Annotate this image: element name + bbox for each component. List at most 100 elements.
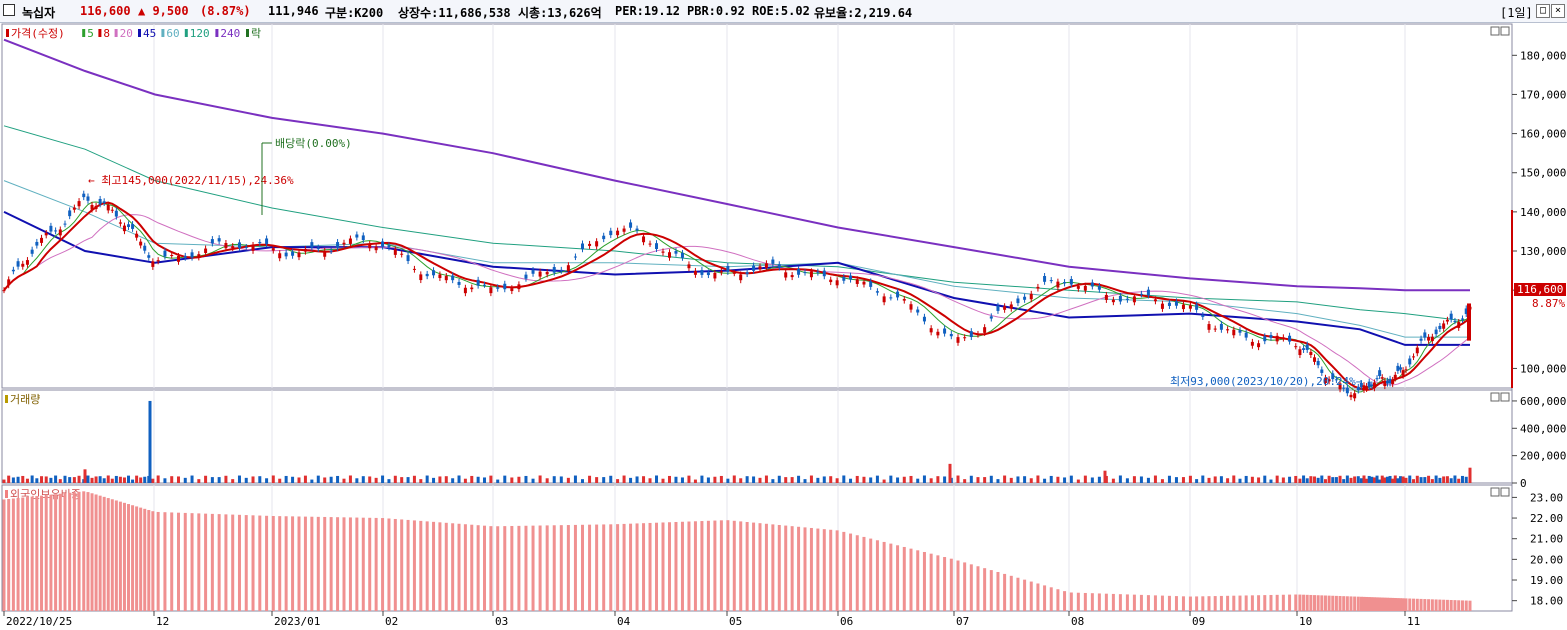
candle-body — [106, 204, 110, 211]
volume-bar — [1388, 475, 1392, 483]
volume-bar — [869, 477, 873, 483]
foreign-ratio-bar — [44, 495, 48, 611]
volume-bar — [661, 478, 665, 483]
candle-body — [902, 299, 906, 301]
candle-body — [77, 201, 81, 207]
foreign-ratio-bar — [329, 517, 333, 611]
x-tick-label: 05 — [729, 615, 742, 628]
period-selector[interactable]: [1일] — [1500, 6, 1533, 20]
candle-body — [118, 222, 122, 224]
price-y-label: 160,000 — [1520, 128, 1566, 141]
candle-body — [82, 193, 86, 198]
volume-bar — [483, 477, 487, 483]
candle-body — [1036, 286, 1040, 289]
legend-item-label: 가격(수정) — [11, 27, 65, 40]
volume-bar — [896, 477, 900, 483]
volume-bar — [1359, 478, 1363, 483]
volume-bar — [559, 476, 563, 483]
foreign-ratio-bar — [406, 519, 410, 611]
volume-bar — [457, 475, 461, 483]
candle-body — [1132, 296, 1136, 303]
volume-bar — [739, 478, 743, 483]
candle-body — [1056, 281, 1060, 288]
foreign-ratio-bar — [989, 570, 993, 611]
candle-body — [2, 290, 6, 292]
candle-body — [602, 235, 606, 240]
volume-bar — [35, 478, 39, 483]
foreign-ratio-bar — [1408, 598, 1412, 611]
foreign-ratio-bar — [110, 499, 114, 611]
close-icon[interactable]: × — [1551, 4, 1565, 18]
volume-spike-bar — [83, 469, 87, 483]
volume-bar — [118, 476, 122, 483]
candle-body — [538, 271, 542, 277]
legend-swatch — [161, 29, 165, 37]
volume-bar — [86, 475, 90, 483]
volume-bar — [1305, 478, 1309, 483]
x-tick-label: 2023/01 — [274, 615, 320, 628]
volume-bar — [1375, 475, 1379, 483]
volume-bar — [916, 478, 920, 483]
candle-body — [1353, 393, 1357, 399]
price-y-label: 180,000 — [1520, 49, 1566, 62]
volume-bar — [419, 479, 423, 483]
candle-body — [237, 242, 241, 249]
volume-bar — [1423, 477, 1427, 483]
volume-bar — [251, 476, 255, 483]
candle-body — [719, 271, 723, 273]
volume-bar — [122, 477, 126, 483]
checkbox[interactable] — [3, 4, 15, 16]
candle-body — [7, 279, 11, 286]
candle-body — [552, 267, 556, 273]
candle-body — [387, 245, 391, 248]
volume-bar — [1275, 475, 1279, 483]
foreign-ratio-bar — [1056, 589, 1060, 611]
candle-body — [271, 248, 275, 251]
volume-bar — [1331, 477, 1335, 483]
volume-bar — [1438, 477, 1442, 483]
volume-bar — [135, 475, 139, 483]
foreign-ratio-bar — [829, 529, 833, 611]
volume-bar — [777, 475, 781, 483]
foreign-ratio-bar — [1302, 594, 1306, 611]
candle-body — [1063, 282, 1067, 284]
foreign-ratio-bar — [496, 526, 500, 611]
candle-body — [63, 223, 67, 225]
candle-body — [642, 236, 646, 243]
foreign-ratio-bar — [1160, 595, 1164, 611]
volume-bar — [1430, 479, 1434, 483]
candle-body — [1383, 380, 1387, 387]
volume-bar — [1453, 475, 1457, 483]
volume-bar — [1353, 476, 1357, 483]
legend-swatch — [82, 29, 86, 37]
candle-body — [361, 235, 365, 241]
legend-swatch — [6, 29, 9, 37]
volume-bar — [902, 476, 906, 483]
volume-bar — [271, 475, 275, 483]
volume-bar — [809, 475, 813, 483]
foreign-ratio-bar — [265, 515, 269, 611]
volume-bar — [1076, 479, 1080, 483]
foreign-ratio-bar — [1201, 596, 1205, 611]
candle-body — [855, 279, 859, 284]
foreign-ratio-bar — [1457, 600, 1461, 611]
candle-body — [16, 261, 20, 267]
foreign-panel-frame — [1, 484, 1513, 612]
legend-swatch — [215, 29, 219, 37]
foreign-ratio-bar — [655, 522, 659, 611]
foreign-y-label: 18.00 — [1530, 595, 1563, 608]
foreign-ratio-bar — [156, 511, 160, 611]
legend-item-label: 60 — [166, 27, 179, 40]
volume-bar — [316, 475, 320, 483]
volume-bar — [237, 475, 241, 483]
candle-body — [1327, 379, 1331, 382]
foreign-ratio-bar — [68, 492, 72, 611]
volume-bar — [1069, 475, 1073, 483]
maximize-icon[interactable]: □ — [1536, 4, 1550, 18]
candle-body — [1069, 279, 1073, 285]
foreign-ratio-bar — [1125, 594, 1129, 611]
candle-body — [86, 196, 90, 201]
foreign-ratio-bar — [25, 497, 29, 611]
foreign-ratio-bar — [355, 517, 359, 611]
